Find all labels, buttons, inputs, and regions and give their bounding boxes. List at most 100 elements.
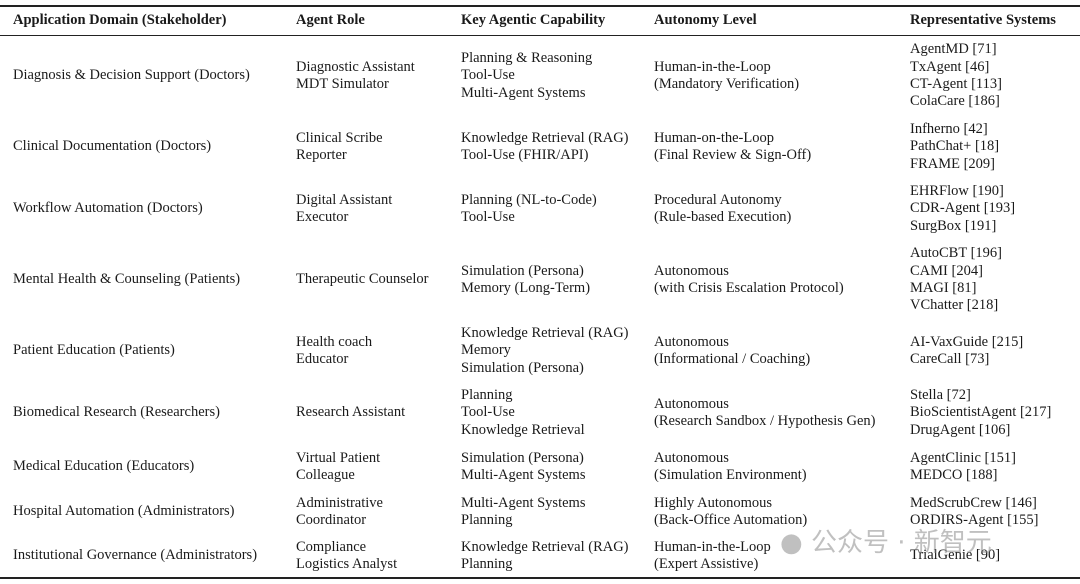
capability-line: Planning	[461, 512, 513, 528]
domain-line: Mental Health & Counseling (Patients)	[13, 271, 241, 288]
systems-line: SurgBox [191]	[910, 217, 997, 234]
role-line: MDT Simulator	[296, 76, 389, 92]
domain-line: Institutional Governance (Administrators…	[13, 547, 258, 564]
table-row: Workflow Automation (Doctors) Digital Ass…	[0, 178, 1080, 240]
cell-domain: Diagnosis & Decision Support (Doctors)	[13, 36, 250, 116]
capability-line: Multi-Agent Systems	[461, 84, 586, 101]
systems-line: DrugAgent [106]	[910, 421, 1011, 438]
systems-line: ORDIRS-Agent [155]	[910, 512, 1039, 528]
cell-autonomy: Autonomous (with Crisis Escalation Protoc…	[654, 240, 844, 320]
cell-autonomy: Autonomous (Simulation Environment)	[654, 444, 807, 490]
domain-line: Hospital Automation (Administrators)	[13, 503, 235, 520]
cell-capability: Planning Tool-Use Knowledge Retrieval	[461, 382, 585, 444]
cell-role: Research Assistant	[296, 382, 405, 444]
systems-line: CareCall [73]	[910, 351, 990, 367]
systems-line: CAMI [204]	[910, 262, 983, 279]
systems-line: FRAME [209]	[910, 155, 995, 172]
autonomy-line: (Rule-based Execution)	[654, 209, 792, 225]
cell-capability: Simulation (Persona) Multi-Agent Systems	[461, 444, 585, 490]
autonomy-line: (Expert Assistive)	[654, 556, 759, 572]
cell-role: Virtual Patient Colleague	[296, 444, 380, 490]
systems-line: MedScrubCrew [146]	[910, 494, 1037, 511]
capability-line: Multi-Agent Systems	[461, 494, 586, 511]
capability-line: Memory	[461, 342, 511, 359]
role-line: Executor	[296, 209, 349, 225]
systems-line: TxAgent [46]	[910, 58, 990, 75]
domain-line: Diagnosis & Decision Support (Doctors)	[13, 67, 250, 84]
role-line: Research Assistant	[296, 404, 406, 421]
role-line: Compliance	[296, 538, 367, 555]
role-line: Virtual Patient	[296, 449, 381, 466]
domain-line: Clinical Documentation (Doctors)	[13, 138, 212, 155]
cell-autonomy: Highly Autonomous (Back-Office Automation…	[654, 490, 807, 534]
cell-role: Clinical Scribe Reporter	[296, 116, 383, 178]
role-line: Diagnostic Assistant	[296, 58, 415, 75]
role-line: Logistics Analyst	[296, 556, 398, 572]
autonomy-line: (Informational / Coaching)	[654, 351, 811, 367]
watermark-text: 公众号 · 新智元	[810, 528, 992, 558]
role-line: Administrative	[296, 494, 383, 511]
systems-line: AI-VaxGuide [215]	[910, 333, 1024, 350]
header-role: Agent Role	[296, 12, 365, 29]
autonomy-line: Autonomous	[654, 262, 729, 279]
autonomy-line: (Simulation Environment)	[654, 467, 807, 483]
bottom-rule	[0, 577, 1080, 579]
autonomy-line: (Back-Office Automation)	[654, 512, 808, 528]
cell-domain: Workflow Automation (Doctors)	[13, 178, 203, 240]
capability-line: Memory (Long-Term)	[461, 280, 591, 296]
capability-line: Knowledge Retrieval (RAG)	[461, 129, 629, 146]
cell-role: Therapeutic Counselor	[296, 240, 428, 320]
autonomy-line: Highly Autonomous	[654, 494, 773, 511]
systems-line: EHRFlow [190]	[910, 182, 1004, 199]
table-row: Diagnosis & Decision Support (Doctors) Di…	[0, 36, 1080, 116]
cell-systems: MedScrubCrew [146] ORDIRS-Agent [155]	[910, 490, 1038, 534]
autonomy-line: Human-in-the-Loop	[654, 538, 771, 555]
header-domain: Application Domain (Stakeholder)	[13, 12, 227, 29]
top-rule	[0, 5, 1080, 7]
capability-line: Knowledge Retrieval (RAG)	[461, 324, 629, 341]
autonomy-line: Autonomous	[654, 449, 729, 466]
domain-line: Medical Education (Educators)	[13, 458, 195, 475]
capability-line: Tool-Use	[461, 209, 515, 225]
cell-domain: Medical Education (Educators)	[13, 444, 194, 490]
role-line: Digital Assistant	[296, 191, 393, 208]
table-row: Hospital Automation (Administrators) Admi…	[0, 490, 1080, 534]
cell-capability: Knowledge Retrieval (RAG) Planning	[461, 534, 629, 578]
table-row: Institutional Governance (Administrators…	[0, 534, 1080, 578]
cell-domain: Clinical Documentation (Doctors)	[13, 116, 211, 178]
systems-line: CT-Agent [113]	[910, 76, 1002, 92]
table-header: Application Domain (Stakeholder) Agent R…	[0, 7, 1080, 35]
cell-capability: Knowledge Retrieval (RAG) Memory Simulatio…	[461, 320, 629, 382]
cell-capability: Planning & Reasoning Tool-Use Multi-Agent …	[461, 36, 592, 116]
autonomy-line: (with Crisis Escalation Protocol)	[654, 280, 844, 296]
domain-line: Biomedical Research (Researchers)	[13, 404, 220, 421]
capability-line: Simulation (Persona)	[461, 449, 584, 466]
systems-line: PathChat+ [18]	[910, 138, 1000, 155]
cell-autonomy: Autonomous (Research Sandbox / Hypothesis…	[654, 382, 875, 444]
capability-line: Tool-Use	[461, 404, 515, 421]
capability-line: Multi-Agent Systems	[461, 467, 586, 483]
table-row: Clinical Documentation (Doctors) Clinical…	[0, 116, 1080, 178]
systems-line: AutoCBT [196]	[910, 245, 1002, 262]
header-autonomy: Autonomy Level	[654, 12, 757, 29]
systems-line: ColaCare [186]	[910, 93, 1000, 110]
capability-line: Knowledge Retrieval	[461, 421, 585, 438]
autonomy-line: Human-in-the-Loop	[654, 58, 771, 75]
cell-capability: Knowledge Retrieval (RAG) Tool-Use (FHIR/…	[461, 116, 629, 178]
cell-domain: Mental Health & Counseling (Patients)	[13, 240, 240, 320]
systems-line: AgentClinic [151]	[910, 449, 1016, 466]
cell-role: Administrative Coordinator	[296, 490, 383, 534]
systems-line: VChatter [218]	[910, 297, 999, 314]
capability-line: Planning & Reasoning	[461, 49, 593, 66]
autonomy-line: Human-on-the-Loop	[654, 129, 774, 146]
autonomy-line: Autonomous	[654, 333, 729, 350]
cell-systems: Stella [72] BioScientistAgent [217] DrugAg…	[910, 382, 1051, 444]
cell-autonomy: Human-in-the-Loop (Mandatory Verification…	[654, 36, 799, 116]
capability-line: Simulation (Persona)	[461, 359, 584, 376]
autonomy-line: (Research Sandbox / Hypothesis Gen)	[654, 413, 876, 429]
systems-line: TrialGenie [90]	[910, 547, 1001, 564]
table-row: Mental Health & Counseling (Patients) The…	[0, 240, 1080, 320]
capability-line: Planning (NL-to-Code)	[461, 191, 597, 208]
systems-line: MAGI [81]	[910, 280, 977, 296]
autonomy-line: Autonomous	[654, 395, 729, 412]
